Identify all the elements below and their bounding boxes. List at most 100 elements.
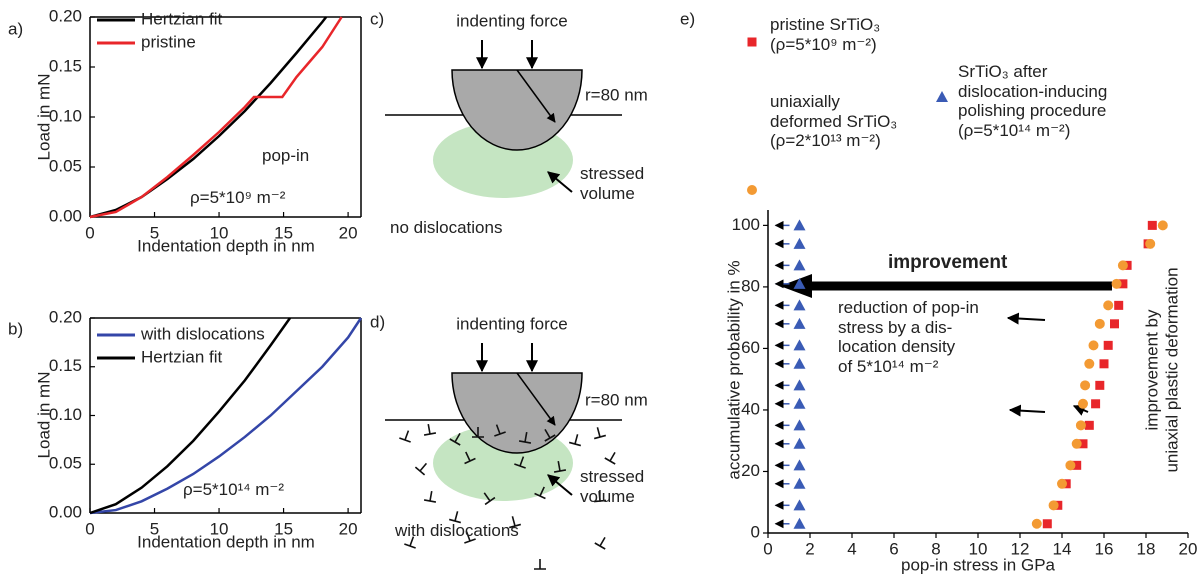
y-tick-label: 0.05 <box>49 156 82 175</box>
y-tick-label: 0.05 <box>49 454 82 473</box>
dislocation-symbol <box>518 432 532 444</box>
legend-swatch <box>747 37 757 47</box>
marker <box>793 459 806 471</box>
x-tick-label: 6 <box>889 539 898 558</box>
annotation: improvement by uniaxial plastic deformat… <box>1142 267 1181 473</box>
marker <box>793 339 806 351</box>
marker <box>1103 300 1114 311</box>
indenter <box>451 69 583 151</box>
dislocation <box>464 531 476 544</box>
dislocation-symbol <box>593 490 607 503</box>
y-tick-label: 0 <box>751 522 760 541</box>
diagram-c: c) indenting force r=80 nm <box>370 9 648 198</box>
dislocation-symbol <box>594 536 606 550</box>
series-line <box>89 317 363 515</box>
marker <box>793 299 806 311</box>
x-tick-label: 8 <box>931 539 940 558</box>
dislocation-symbol <box>593 427 607 440</box>
dislocation <box>494 424 506 437</box>
marker <box>1042 519 1052 529</box>
y-tick-label: 0.15 <box>49 356 82 375</box>
annotation: reduction of pop-in stress by a dis- loc… <box>838 298 979 376</box>
series-line <box>89 317 292 515</box>
dislocation <box>553 461 567 473</box>
dislocation-symbol <box>404 536 416 549</box>
pointer-arrow <box>547 474 573 496</box>
annotation: ρ=5*10¹⁴ m⁻² <box>183 480 285 499</box>
dislocation <box>593 427 607 440</box>
dislocation <box>514 456 526 469</box>
dislocation <box>483 492 496 506</box>
y-tick-label: 20 <box>741 461 760 480</box>
marker <box>793 477 806 489</box>
x-tick-label: 20 <box>339 519 358 538</box>
y-tick-label: 0.00 <box>49 502 82 521</box>
dislocation <box>423 424 437 436</box>
dislocation <box>534 559 546 570</box>
x-tick-label: 18 <box>1137 539 1156 558</box>
x-tick-label: 0 <box>763 539 772 558</box>
radius-arrow <box>516 372 556 426</box>
marker <box>1110 319 1119 329</box>
x-tick-label: 15 <box>274 519 293 538</box>
annotation: pop-in <box>262 146 310 165</box>
dislocation <box>534 486 546 500</box>
marker <box>1071 438 1082 449</box>
x-tick-label: 14 <box>1053 539 1072 558</box>
dislocation <box>399 430 411 443</box>
marker <box>793 397 806 409</box>
x-tick-label: 10 <box>210 519 229 538</box>
y-tick-label: 0.00 <box>49 206 82 225</box>
radius-arrow <box>516 69 556 123</box>
y-tick-label: 0.10 <box>49 106 82 125</box>
dislocation-symbol <box>508 516 522 529</box>
x-tick-label: 0 <box>85 519 94 538</box>
marker <box>793 277 806 289</box>
caption: with dislocations <box>395 521 519 540</box>
dislocation <box>544 428 556 442</box>
marker <box>1078 439 1088 449</box>
y-tick-label: 0.20 <box>49 6 82 25</box>
dislocation <box>404 536 416 549</box>
marker <box>1088 340 1099 351</box>
x-tick-label: 10 <box>210 223 229 242</box>
dislocation-symbol <box>399 430 411 443</box>
x-tick-label: 0 <box>85 223 94 242</box>
series-line <box>89 16 328 219</box>
x-tick-label: 16 <box>1095 539 1114 558</box>
x-tick-label: 20 <box>1179 539 1198 558</box>
marker <box>1094 318 1105 329</box>
marker <box>1084 420 1094 430</box>
dislocation-symbol <box>514 456 526 469</box>
y-tick-label: 100 <box>732 215 760 234</box>
marker <box>1111 278 1122 289</box>
radius-label: r=80 nm <box>585 85 648 104</box>
marker <box>793 419 806 431</box>
marker <box>1103 340 1113 350</box>
dislocation-symbol <box>604 451 616 465</box>
marker <box>793 237 806 249</box>
dislocation <box>448 511 462 524</box>
force-label: indenting force <box>456 314 568 333</box>
panel-label: e) <box>680 9 695 28</box>
marker <box>793 317 806 329</box>
legend-swatch <box>936 91 948 102</box>
marker <box>1145 238 1156 249</box>
marker <box>793 259 806 271</box>
dislocation <box>594 536 606 550</box>
marker <box>793 437 806 449</box>
legend-label: pristine <box>141 32 196 51</box>
dislocation <box>568 434 582 447</box>
dislocation-symbol <box>568 434 582 447</box>
marker <box>1091 399 1101 409</box>
marker <box>1075 420 1086 431</box>
dislocation-symbol <box>448 511 462 524</box>
marker <box>1084 358 1095 369</box>
dislocation-symbol <box>534 486 546 500</box>
y-tick-label: 40 <box>741 399 760 418</box>
caption: no dislocations <box>390 218 503 237</box>
x-axis-label: Indentation depth in nm <box>137 532 315 551</box>
y-axis-label: Load in mN <box>34 74 53 161</box>
dislocation <box>464 451 476 465</box>
